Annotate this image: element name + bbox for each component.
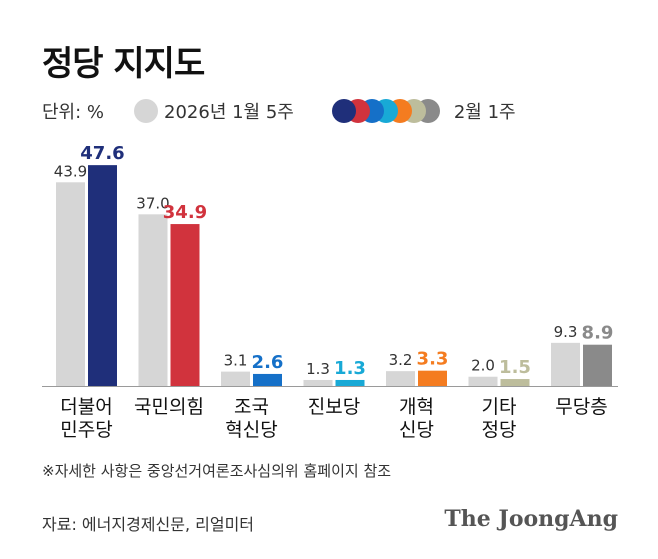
data-label-previous: 3.2 xyxy=(389,351,413,369)
legend-label-current: 2월 1주 xyxy=(453,102,516,123)
bar-current xyxy=(418,370,447,386)
bar-current xyxy=(335,379,365,386)
bar-current xyxy=(88,165,117,386)
data-label-current: 1.3 xyxy=(334,358,366,379)
data-label-current: 34.9 xyxy=(163,202,207,223)
bar-current xyxy=(500,379,530,386)
category-label: 조국 xyxy=(234,396,269,418)
category-label: 진보당 xyxy=(308,396,360,418)
category-label: 기타 xyxy=(482,396,517,418)
source-credit: 자료: 에너지경제신문, 리얼미터 xyxy=(42,515,255,534)
data-label-current: 1.5 xyxy=(499,357,531,378)
category-label: 더불어 xyxy=(60,396,112,418)
data-label-current: 3.3 xyxy=(417,349,449,370)
bar-current xyxy=(583,344,612,386)
bar-previous xyxy=(386,371,415,386)
unit-label: 단위: % xyxy=(42,102,105,123)
category-label: 국민의힘 xyxy=(134,396,204,418)
category-label: 민주당 xyxy=(60,419,112,441)
category-label: 혁신당 xyxy=(225,419,277,441)
bar-previous xyxy=(551,342,580,386)
data-label-previous: 43.9 xyxy=(54,162,87,180)
bar-current xyxy=(253,373,282,386)
bar-previous xyxy=(468,376,498,386)
data-label-current: 47.6 xyxy=(80,143,124,164)
data-label-previous: 37.0 xyxy=(136,194,169,212)
bar-previous xyxy=(221,371,250,386)
bar-current xyxy=(170,224,200,386)
legend-swatch-previous xyxy=(134,99,159,123)
brand-logo: The JoongAng xyxy=(444,506,618,532)
legend-label-previous: 2026년 1월 5주 xyxy=(164,102,294,123)
data-label-previous: 9.3 xyxy=(554,323,578,341)
bar-previous xyxy=(56,182,85,386)
data-label-previous: 2.0 xyxy=(471,357,495,375)
category-label: 개혁 xyxy=(399,396,434,418)
legend: 단위: % 2026년 1월 5주 2월 1주 xyxy=(42,98,516,124)
data-label-previous: 1.3 xyxy=(306,360,330,378)
category-label: 정당 xyxy=(482,419,517,441)
category-label: 신당 xyxy=(399,419,434,441)
footnote: ※자세한 사항은 중앙선거여론조사심의위 홈페이지 참조 xyxy=(42,462,392,480)
chart-title: 정당 지지도 xyxy=(42,44,205,84)
data-label-current: 2.6 xyxy=(252,352,284,373)
data-label-previous: 3.1 xyxy=(224,352,248,370)
legend-swatch-current xyxy=(331,99,442,123)
legend-dot xyxy=(331,99,356,123)
data-label-current: 8.9 xyxy=(582,323,614,344)
bar-previous xyxy=(138,214,168,386)
bar-previous xyxy=(303,379,333,386)
category-label: 무당층 xyxy=(555,396,607,418)
